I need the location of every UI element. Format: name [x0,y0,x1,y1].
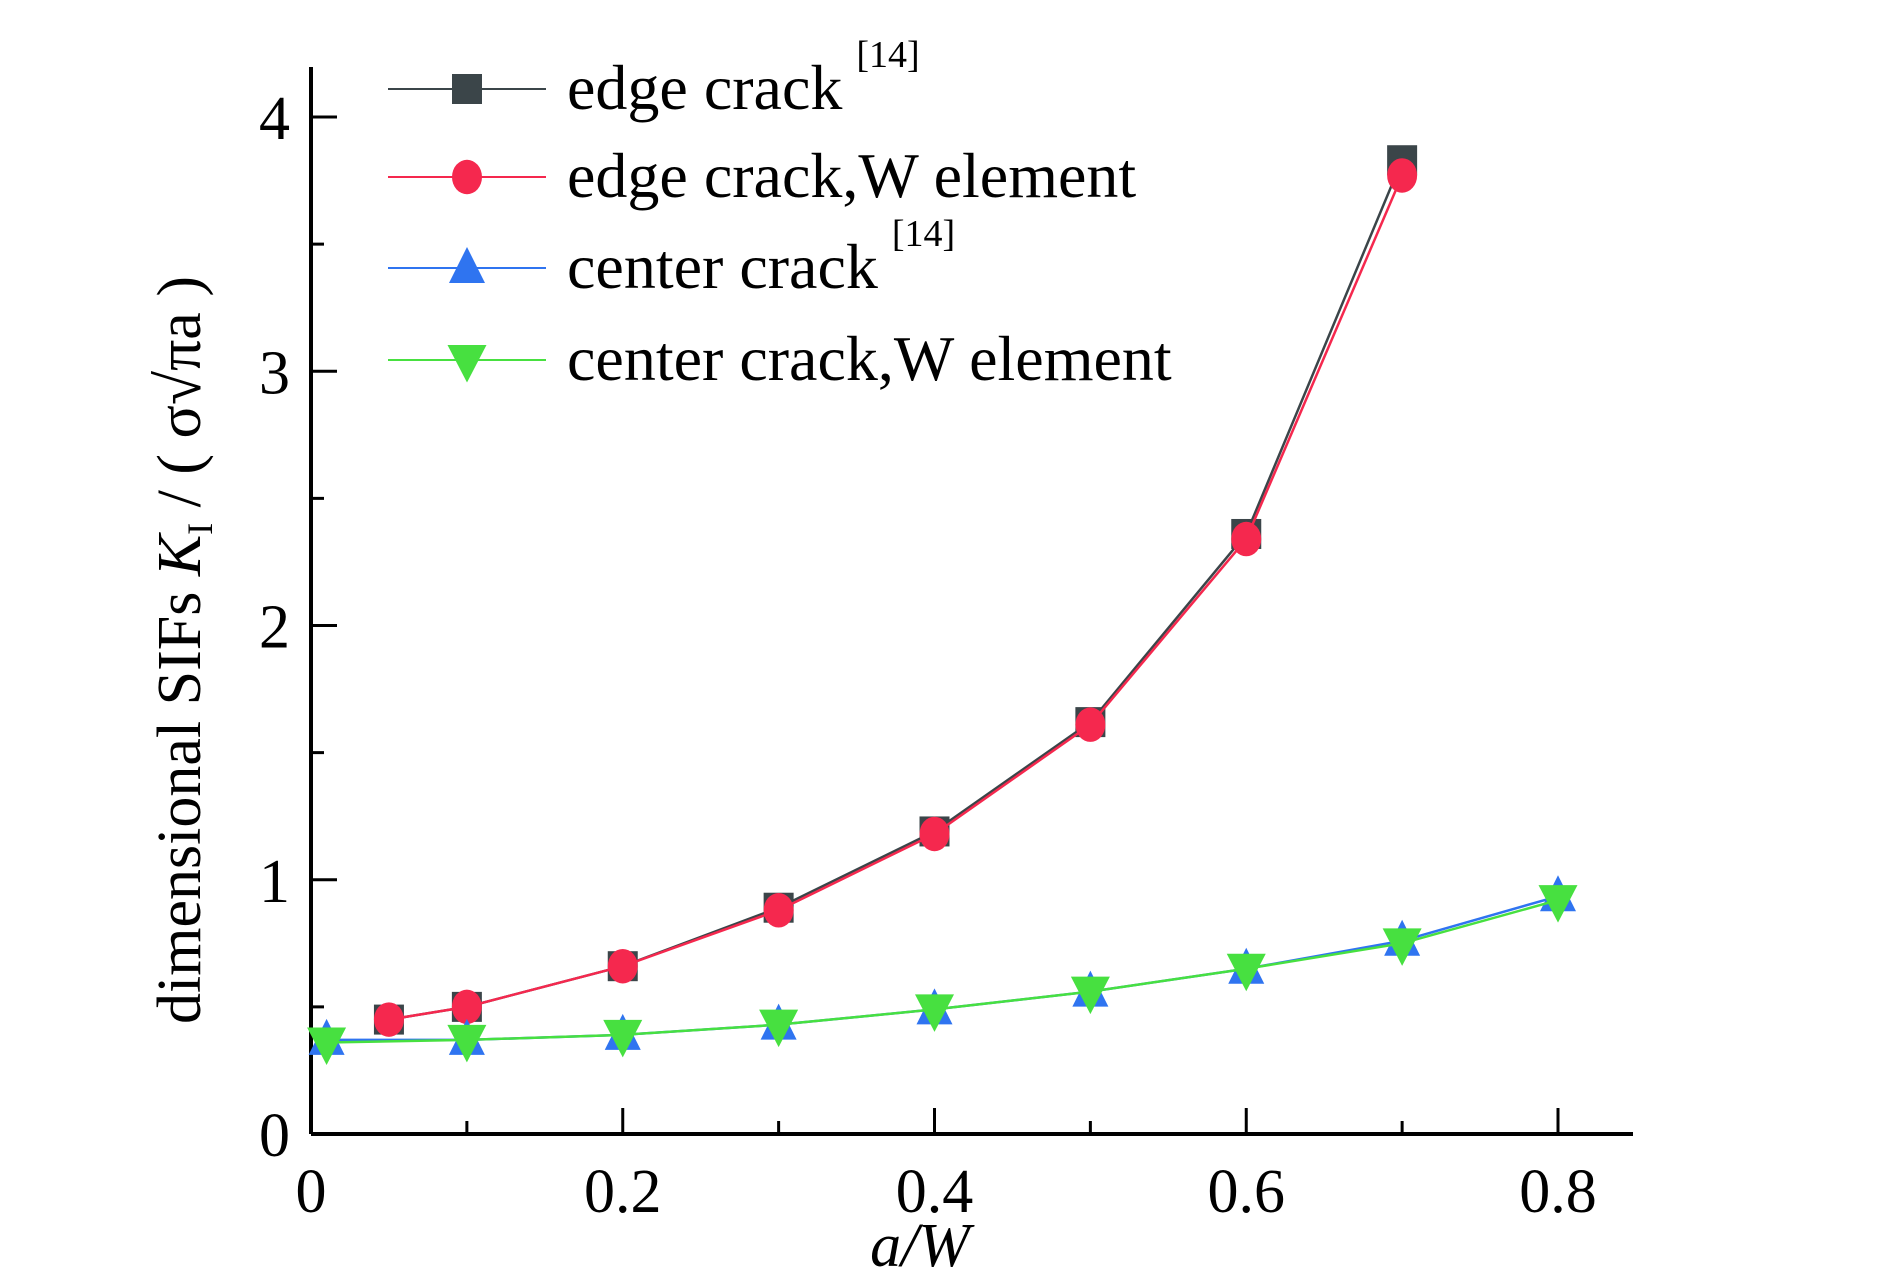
x-tick-label: 0.8 [1519,1158,1597,1226]
legend-marker-square [452,74,482,104]
data-point-circle [1231,521,1262,557]
x-tick-label: 0.2 [584,1158,662,1226]
data-point-triangle-down [447,1024,487,1063]
data-point-circle [607,948,638,984]
legend-item: edge crack [14] [388,34,920,123]
legend: edge crack [14]edge crack,W elementcenter… [388,34,1172,394]
legend-label: edge crack,W element [567,140,1136,211]
legend-superscript: [14] [856,34,919,76]
legend-marker-triangle-down [447,345,487,383]
x-tick-label: 0.4 [896,1158,974,1226]
y-axis-title-k: K [146,531,214,577]
data-point-circle [919,816,950,852]
series-center-crack [308,875,1576,1055]
axes: 0 0.2 0.4 0.6 0.8 0 1 2 3 4 [259,67,1633,1226]
series-line [388,159,1404,1021]
data-point-circle [1075,707,1106,742]
data-point-circle [373,1002,404,1037]
data-point-triangle-down [759,1009,799,1048]
data-point-triangle-down [603,1019,643,1058]
series-group [307,145,1578,1065]
data-point-circle [1387,158,1418,193]
series-line [388,174,1404,1021]
data-point-triangle-down [1538,885,1578,923]
data-point-triangle-down [1382,928,1422,966]
x-axis-title: a/W [870,1212,975,1274]
data-point-circle [763,893,794,928]
y-axis-title-prefix: dimensional SIFs [146,576,214,1024]
series-edge-crack-w-element [373,158,1418,1037]
legend-item: center crack [14] [388,213,955,302]
y-axis-title-rest: / ( σ√πa ) [146,276,214,523]
data-point-triangle-down [307,1027,347,1065]
y-tick-label: 1 [259,848,290,916]
y-tick-label: 2 [259,594,290,662]
series-edge-crack [373,145,1418,1035]
y-tick-label: 0 [259,1102,290,1170]
legend-superscript: [14] [892,213,955,255]
y-tick-label: 3 [259,339,290,407]
x-tick-label: 0 [296,1158,327,1226]
y-axis-title: dimensional SIFs KI / ( σ√πa ) [146,276,220,1024]
x-tick-label: 0.6 [1208,1158,1286,1226]
legend-item: edge crack,W element [388,140,1136,211]
y-axis-title-sub: I [180,523,220,535]
legend-marker-circle [452,159,482,195]
data-point-triangle-down [1226,953,1266,992]
data-point-triangle-down [915,994,954,1032]
data-point-triangle-down [1070,976,1110,1015]
legend-item: center crack,W element [388,323,1172,394]
legend-label: center crack,W element [567,323,1172,394]
data-point-circle [451,989,482,1025]
series-center-crack-w-element [307,885,1578,1065]
legend-label: edge crack [567,52,842,123]
y-tick-label: 4 [259,85,290,153]
legend-label: center crack [567,231,878,302]
legend-marker-triangle-up [449,247,485,283]
